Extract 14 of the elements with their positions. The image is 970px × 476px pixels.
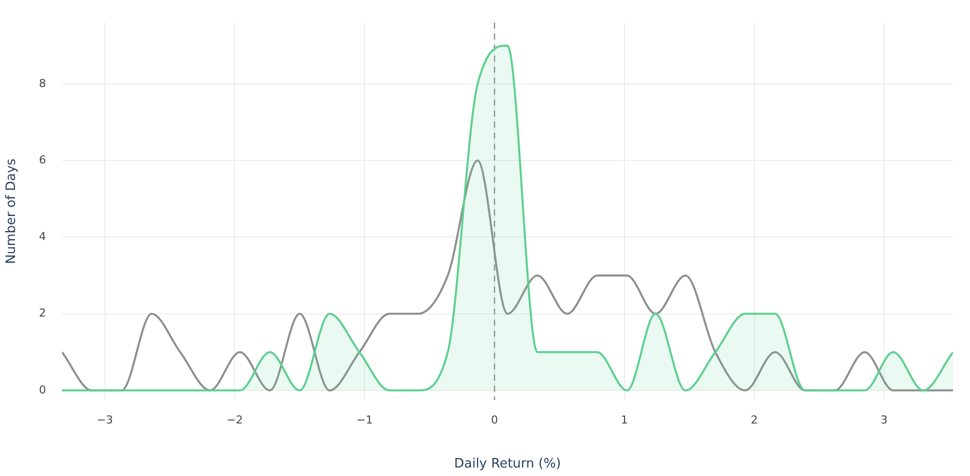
x-tick-label: 0 bbox=[491, 413, 498, 426]
y-tick-label: 4 bbox=[39, 230, 46, 244]
y-tick-label: 2 bbox=[39, 306, 46, 320]
x-tick-label: −2 bbox=[226, 413, 243, 426]
x-tick-label: −1 bbox=[356, 413, 373, 426]
y-axis-title: Number of Days bbox=[4, 158, 20, 264]
x-axis-title: Daily Return (%) bbox=[454, 456, 561, 472]
x-tick-label: 2 bbox=[750, 413, 758, 426]
y-tick-label: 8 bbox=[39, 76, 46, 90]
y-tick-label: 0 bbox=[39, 383, 46, 396]
y-tick-label: 6 bbox=[39, 153, 46, 166]
x-tick-label: 3 bbox=[880, 413, 888, 426]
x-tick-label: 1 bbox=[620, 413, 628, 426]
x-tick-label: −3 bbox=[96, 413, 113, 426]
